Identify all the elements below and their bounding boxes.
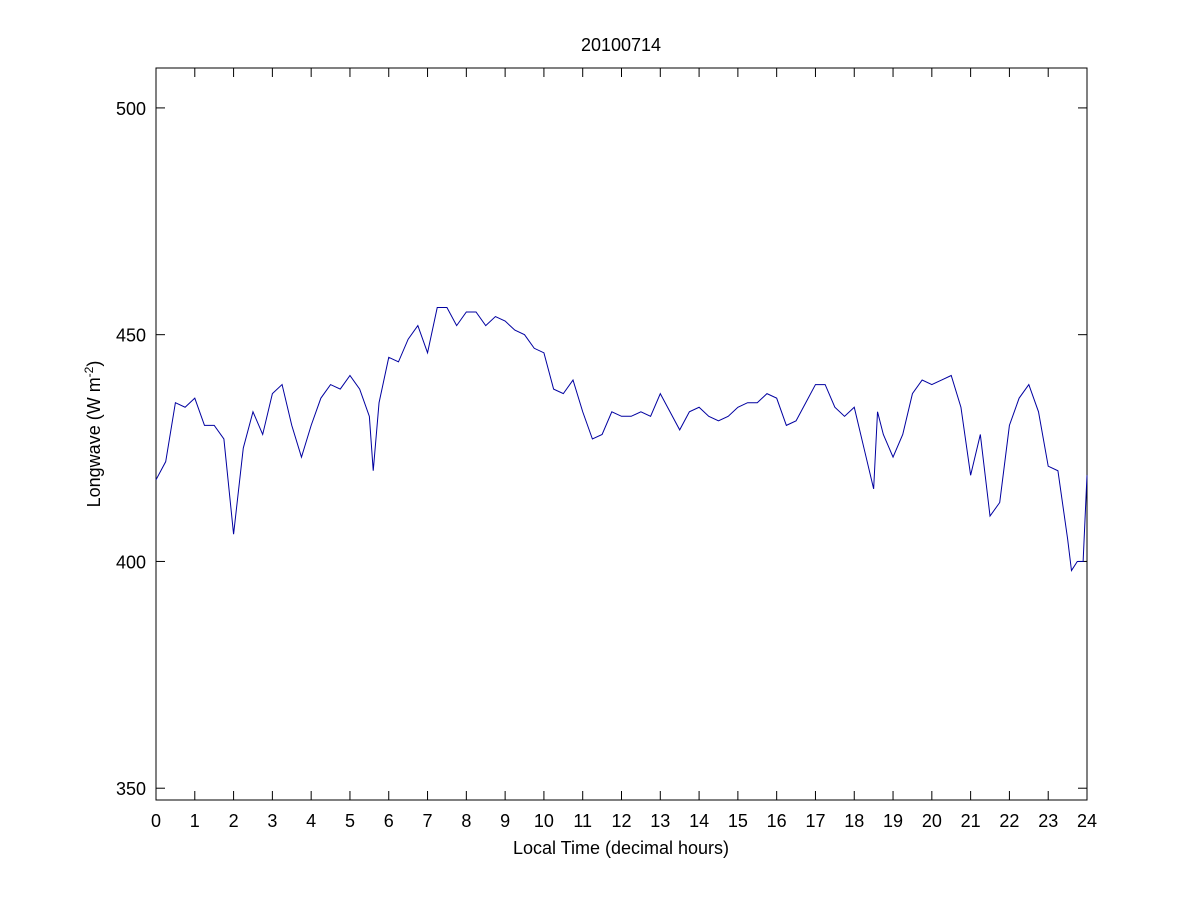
x-tick-label: 12 bbox=[611, 811, 631, 831]
x-tick-label: 10 bbox=[534, 811, 554, 831]
y-label-superscript: -2 bbox=[82, 366, 96, 377]
x-tick-label: 1 bbox=[190, 811, 200, 831]
x-tick-label: 19 bbox=[883, 811, 903, 831]
y-tick-label: 450 bbox=[116, 326, 146, 346]
x-tick-label: 18 bbox=[844, 811, 864, 831]
x-tick-label: 15 bbox=[728, 811, 748, 831]
y-tick-label: 500 bbox=[116, 99, 146, 119]
x-tick-label: 22 bbox=[999, 811, 1019, 831]
y-label-suffix: ) bbox=[84, 361, 104, 367]
x-tick-label: 0 bbox=[151, 811, 161, 831]
chart-title: 20100714 bbox=[581, 35, 661, 55]
x-tick-label: 24 bbox=[1077, 811, 1097, 831]
x-tick-label: 7 bbox=[423, 811, 433, 831]
x-tick-label: 9 bbox=[500, 811, 510, 831]
x-tick-label: 4 bbox=[306, 811, 316, 831]
x-tick-label: 11 bbox=[573, 811, 592, 831]
x-tick-label: 17 bbox=[805, 811, 825, 831]
plot-box bbox=[155, 67, 1088, 801]
data-line bbox=[155, 306, 1088, 572]
x-tick-label: 21 bbox=[961, 811, 981, 831]
x-tick-label: 2 bbox=[229, 811, 239, 831]
x-tick-label: 20 bbox=[922, 811, 942, 831]
x-tick-label: 16 bbox=[767, 811, 787, 831]
x-tick-label: 8 bbox=[461, 811, 471, 831]
y-axis-label: Longwave (W m-2) bbox=[82, 361, 104, 508]
x-tick-label: 5 bbox=[345, 811, 355, 831]
y-tick-label: 350 bbox=[116, 779, 146, 799]
x-tick-label: 14 bbox=[689, 811, 709, 831]
x-tick-label: 23 bbox=[1038, 811, 1058, 831]
y-label-text: Longwave (W m bbox=[84, 377, 104, 507]
x-tick-label: 13 bbox=[650, 811, 670, 831]
x-axis-label: Local Time (decimal hours) bbox=[513, 838, 729, 858]
x-tick-label: 6 bbox=[384, 811, 394, 831]
y-tick-label: 400 bbox=[116, 552, 146, 572]
x-tick-label: 3 bbox=[267, 811, 277, 831]
